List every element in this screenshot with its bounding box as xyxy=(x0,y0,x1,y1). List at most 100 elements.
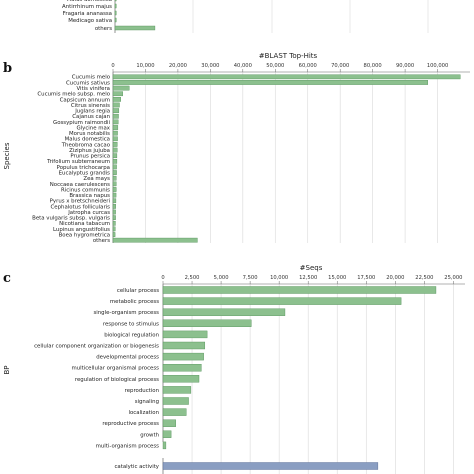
chart-title-c: #Seqs xyxy=(300,264,323,272)
bar-c xyxy=(162,375,200,383)
x-tick-label-b: 70,000 xyxy=(331,63,349,69)
bar-b xyxy=(112,181,117,187)
x-tick-label-c: 5,000 xyxy=(214,275,229,281)
x-tick-label-b: 40,000 xyxy=(234,63,252,69)
category-label-b: Malus domestica xyxy=(65,137,110,143)
bar-b xyxy=(112,74,461,80)
x-tick-label-b: 100,000 xyxy=(427,63,448,69)
panel-label-b: b xyxy=(3,61,12,76)
category-label: Medicago sativa xyxy=(68,18,112,24)
bar-c xyxy=(162,419,176,427)
bar-c-mf xyxy=(162,462,379,470)
bar-b xyxy=(112,192,117,198)
bar-c xyxy=(162,430,172,438)
bar-b xyxy=(112,164,117,170)
bar-c xyxy=(162,319,252,327)
category-label-b: Populus trichocarpa xyxy=(57,165,110,171)
bar-b xyxy=(112,80,429,85)
panel-label-c: c xyxy=(3,271,11,286)
x-tick-label-b: 30,000 xyxy=(201,63,219,69)
bar-b xyxy=(112,108,120,113)
category-label-b: Cucumis sativus xyxy=(66,80,110,86)
y-axis-label-b: Species xyxy=(3,142,11,169)
category-label-b: Prunus persica xyxy=(70,154,110,160)
category-label-c: developmental process xyxy=(96,355,159,361)
category-label-b: Morus notabilis xyxy=(69,131,110,137)
bar-b xyxy=(112,142,118,147)
bar-b xyxy=(112,102,120,108)
bar xyxy=(114,3,117,9)
category-label-c: signaling xyxy=(135,399,159,405)
category-label-c: growth xyxy=(140,432,159,438)
category-label-c: cellular component organization or bioge… xyxy=(34,344,159,350)
bar-c xyxy=(162,341,206,350)
category-label: Fragaria ananassa xyxy=(63,11,112,17)
category-label-b: Cucumis melo subsp. melo xyxy=(37,92,110,98)
bar-c xyxy=(162,397,189,405)
x-tick-label-c: 20,000 xyxy=(386,275,404,281)
bar-b xyxy=(112,153,118,159)
category-label-b: Capsicum annuum xyxy=(60,97,110,103)
x-tick-label-b: 0 xyxy=(111,63,114,69)
bar-b xyxy=(112,215,116,220)
category-label-b: Lupinus angustifolius xyxy=(53,227,110,233)
category-label-b: Boea hygrometrica xyxy=(59,232,110,238)
x-tick-label-b: 20,000 xyxy=(169,63,187,69)
bar-b xyxy=(112,209,116,215)
x-tick-label-c: 22,500 xyxy=(415,275,433,281)
category-label-b: Jatropha curcas xyxy=(67,210,110,216)
category-label-b: Noccaea caerulescens xyxy=(50,182,110,188)
category-label-b: Ricinus communis xyxy=(61,187,110,193)
category-label: Malus domestica xyxy=(67,0,112,3)
category-label-b: Nicotiana tabacum xyxy=(59,221,110,227)
bar-c xyxy=(162,408,187,416)
category-label: Antirrhinum majus xyxy=(62,4,112,10)
bar-b xyxy=(112,198,117,204)
bar xyxy=(114,0,117,2)
chart-title-b: #BLAST Top-Hits xyxy=(259,52,318,60)
bar-b xyxy=(112,130,118,136)
category-label-c: metabolic process xyxy=(110,299,159,305)
bar-c xyxy=(162,386,192,394)
category-label-c: localization xyxy=(128,410,159,416)
category-label-b: Cucumis melo xyxy=(72,75,110,81)
category-label-b: Vitis vinifera xyxy=(76,86,110,92)
bar-c xyxy=(162,286,437,294)
category-label-c: single-organism process xyxy=(93,310,159,316)
bar-c xyxy=(162,352,204,361)
bar xyxy=(114,17,117,23)
category-label-b: Brassica napus xyxy=(69,193,110,199)
bar-c xyxy=(162,297,402,305)
bar-b xyxy=(112,113,119,119)
bar-b xyxy=(112,237,198,243)
bar-c xyxy=(162,330,208,339)
bar-b xyxy=(112,204,116,209)
category-label-c: reproductive process xyxy=(102,421,159,427)
blast-top-hits-panel: #BLAST Top-Hits Species 0 10,000 20,000 30,… xyxy=(3,52,470,244)
category-label-c-mf: catalytic activity xyxy=(114,464,159,470)
category-label-b: Trifolium subterraneum xyxy=(46,159,110,165)
bar-b xyxy=(112,220,116,226)
category-label-c: reproduction xyxy=(125,388,159,394)
category-label-b: Eucalyptus grandis xyxy=(59,170,111,176)
bar-b xyxy=(112,226,116,232)
category-label-b: others xyxy=(93,238,110,244)
category-label-b: Juglans regia xyxy=(74,109,110,115)
category-label-b: Beta vulgaris subsp. vulgaris xyxy=(32,216,110,222)
category-label-b: Zea mays xyxy=(83,176,110,182)
x-tick-label-c: 7,500 xyxy=(243,275,258,281)
bar xyxy=(114,25,156,31)
bar-b xyxy=(112,136,118,142)
x-tick-label-c: 0 xyxy=(161,275,164,281)
x-tick-label-c: 12,500 xyxy=(299,275,317,281)
category-label-b: Glycine max xyxy=(76,125,110,131)
x-tick-label-b: 90,000 xyxy=(396,63,414,69)
category-label-b: Cajanus cajan xyxy=(72,114,110,120)
bar xyxy=(114,10,117,16)
x-tick-label-b: 10,000 xyxy=(136,63,154,69)
bar-b xyxy=(112,91,123,97)
bar-b xyxy=(112,125,119,130)
category-label-b: Theobroma cacao xyxy=(61,142,110,148)
category-label-c: regulation of biological process xyxy=(75,377,159,383)
